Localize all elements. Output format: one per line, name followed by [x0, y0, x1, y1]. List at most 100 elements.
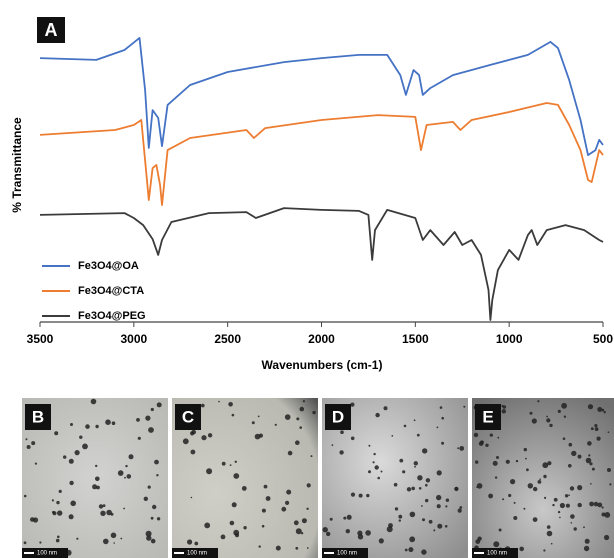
particle: [69, 459, 74, 464]
particle: [232, 502, 237, 507]
particle: [343, 517, 346, 520]
particle: [288, 451, 293, 456]
particle: [129, 454, 134, 459]
particle: [446, 499, 449, 502]
scale-bar-label: 100 nm: [187, 551, 207, 557]
particle: [539, 478, 541, 480]
panel-label: E: [482, 407, 493, 426]
particle: [69, 514, 74, 519]
particle: [187, 539, 192, 544]
particle: [558, 511, 560, 513]
particle: [35, 463, 37, 465]
panel-label: D: [332, 407, 344, 426]
particle: [607, 468, 611, 472]
particle: [568, 464, 572, 468]
x-tick-label: 3000: [120, 332, 147, 346]
particle: [571, 451, 576, 456]
particle: [95, 425, 98, 428]
particle: [146, 531, 152, 537]
particle: [395, 507, 398, 510]
particle: [476, 486, 478, 488]
particle: [91, 399, 97, 405]
particle: [608, 431, 610, 433]
particle: [516, 460, 518, 462]
particle: [506, 460, 510, 464]
particle: [407, 487, 411, 491]
particle: [584, 546, 589, 551]
particle: [546, 416, 548, 418]
particle: [499, 529, 502, 532]
particle: [585, 539, 590, 544]
particle: [136, 418, 140, 422]
particle: [519, 547, 524, 552]
particle: [208, 433, 212, 437]
particle: [485, 444, 488, 447]
particle: [568, 494, 570, 496]
particle: [148, 427, 154, 433]
particle: [56, 501, 59, 504]
particle: [437, 524, 442, 529]
particle: [445, 505, 447, 507]
x-tick-label: 1500: [402, 332, 429, 346]
particle: [457, 447, 459, 449]
particle: [145, 416, 150, 421]
particle: [577, 485, 582, 490]
particle: [437, 504, 441, 508]
particle: [602, 506, 604, 508]
particle: [441, 417, 444, 420]
particle: [307, 547, 309, 549]
particle: [414, 461, 418, 465]
scale-bar-label: 100 nm: [37, 551, 57, 557]
particle: [24, 541, 27, 544]
particle: [564, 416, 566, 418]
particle: [508, 494, 511, 497]
particle: [592, 468, 595, 471]
particle: [570, 486, 574, 490]
particle: [560, 503, 565, 508]
particle: [425, 484, 428, 487]
particle: [312, 411, 315, 414]
particle: [235, 533, 239, 537]
particle: [332, 444, 334, 446]
particle: [295, 547, 298, 550]
particle: [125, 465, 127, 467]
particle: [120, 538, 122, 540]
particle: [157, 402, 162, 407]
particle: [194, 542, 198, 546]
particle: [384, 406, 388, 410]
particle: [543, 549, 545, 551]
figure: A % Transmittance Wavenumbers (cm-1) 350…: [0, 0, 614, 558]
particle: [201, 435, 206, 440]
particle: [377, 477, 380, 480]
particle: [588, 454, 590, 456]
particle: [602, 409, 605, 412]
particle: [493, 461, 498, 466]
particle: [591, 427, 594, 430]
particle: [475, 460, 478, 463]
particle: [490, 434, 493, 437]
particle: [441, 442, 444, 445]
particle: [70, 501, 76, 507]
particle: [201, 404, 205, 408]
particle: [399, 459, 403, 463]
particle: [302, 518, 307, 523]
particle: [118, 470, 124, 476]
particle: [69, 481, 73, 485]
panel-label: A: [45, 20, 58, 40]
particle: [222, 462, 226, 466]
particle: [477, 537, 481, 541]
particle: [532, 418, 537, 423]
particle: [551, 543, 553, 545]
y-axis-label: % Transmittance: [10, 117, 24, 213]
particle: [206, 468, 212, 474]
particle: [368, 445, 370, 447]
particle: [510, 479, 515, 484]
particle: [421, 505, 423, 507]
particle: [405, 549, 408, 552]
particle: [561, 403, 567, 409]
particle: [436, 495, 441, 500]
particle: [437, 470, 442, 475]
particle: [530, 412, 533, 415]
particle: [243, 526, 246, 529]
particle: [566, 504, 570, 508]
